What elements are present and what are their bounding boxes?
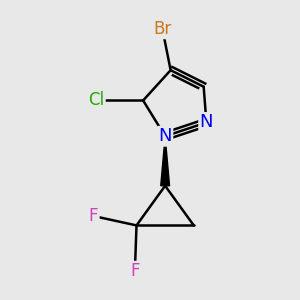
Polygon shape — [161, 136, 170, 186]
Text: Cl: Cl — [88, 92, 104, 110]
Text: F: F — [89, 207, 98, 225]
Text: F: F — [130, 262, 140, 280]
Text: N: N — [200, 113, 213, 131]
Text: N: N — [158, 127, 172, 145]
Text: Br: Br — [153, 20, 172, 38]
